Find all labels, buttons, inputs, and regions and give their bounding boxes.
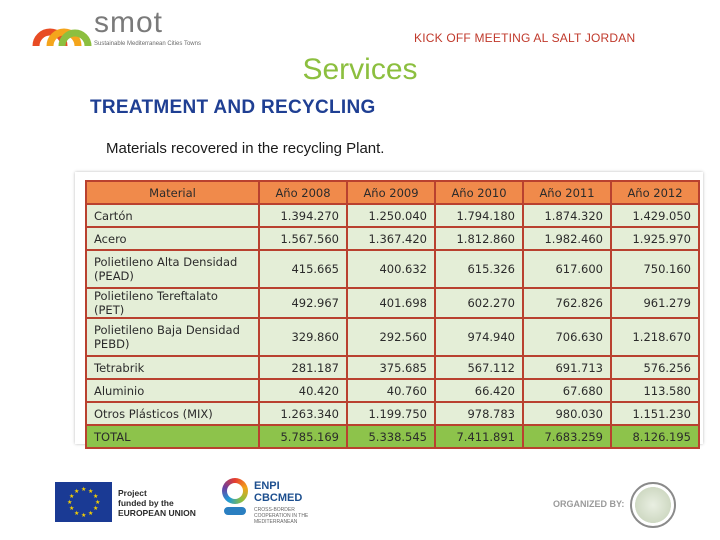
eu-flag-icon: ★ ★ ★ ★ ★ ★ ★ ★ ★ ★ ★ ★ <box>55 482 112 522</box>
table-row: Polietileno Tereftalato (PET) 492.967 40… <box>85 287 700 319</box>
row-value: 1.874.320 <box>522 203 612 228</box>
row-value: 1.429.050 <box>610 203 700 228</box>
row-value: 1.151.230 <box>610 401 700 426</box>
table-row: Polietileno Baja Densidad PEBD) 329.860 … <box>85 317 700 357</box>
enpi-line-1: ENPI <box>254 480 280 492</box>
row-material: Aluminio <box>85 378 260 403</box>
header-2011: Año 2011 <box>522 180 612 205</box>
row-value: 1.394.270 <box>258 203 348 228</box>
row-value: 691.713 <box>522 355 612 380</box>
row-value: 281.187 <box>258 355 348 380</box>
row-value: 1.925.970 <box>610 226 700 251</box>
row-value: 1.263.340 <box>258 401 348 426</box>
row-value: 40.760 <box>346 378 436 403</box>
row-value: 961.279 <box>610 287 700 319</box>
row-value: 1.367.420 <box>346 226 436 251</box>
table-header-row: Material Año 2008 Año 2009 Año 2010 Año … <box>85 180 700 205</box>
row-material: Polietileno Tereftalato (PET) <box>85 287 260 319</box>
row-value: 1.199.750 <box>346 401 436 426</box>
header-2012: Año 2012 <box>610 180 700 205</box>
table-row: Aluminio 40.420 40.760 66.420 67.680 113… <box>85 378 700 403</box>
eu-line-2: funded by the <box>118 498 174 508</box>
page-title: Services <box>302 53 418 86</box>
table-row: Cartón 1.394.270 1.250.040 1.794.180 1.8… <box>85 203 700 228</box>
total-label: TOTAL <box>85 424 260 449</box>
eu-line-3: EUROPEAN UNION <box>118 508 196 518</box>
row-value: 66.420 <box>434 378 524 403</box>
logo-tagline: Sustainable Mediterranean Cities Towns <box>94 41 201 47</box>
row-value: 706.630 <box>522 317 612 357</box>
row-value: 40.420 <box>258 378 348 403</box>
row-value: 375.685 <box>346 355 436 380</box>
row-value: 576.256 <box>610 355 700 380</box>
total-value: 7.411.891 <box>434 424 524 449</box>
row-value: 67.680 <box>522 378 612 403</box>
smot-logo-icon <box>32 28 92 47</box>
table-total-row: TOTAL 5.785.169 5.338.545 7.411.891 7.68… <box>85 424 700 449</box>
footer-logos: ★ ★ ★ ★ ★ ★ ★ ★ ★ ★ ★ ★ Project funded b… <box>0 470 720 540</box>
row-value: 292.560 <box>346 317 436 357</box>
row-value: 974.940 <box>434 317 524 357</box>
table-row: Polietileno Alta Densidad (PEAD) 415.665… <box>85 249 700 289</box>
row-value: 750.160 <box>610 249 700 289</box>
total-value: 7.683.259 <box>522 424 612 449</box>
header-2008: Año 2008 <box>258 180 348 205</box>
row-material: Acero <box>85 226 260 251</box>
row-value: 1.218.670 <box>610 317 700 357</box>
row-value: 980.030 <box>522 401 612 426</box>
materials-table-panel: Material Año 2008 Año 2009 Año 2010 Año … <box>75 172 703 449</box>
row-value: 1.794.180 <box>434 203 524 228</box>
smot-logo: smot Sustainable Mediterranean Cities To… <box>32 6 201 50</box>
header-material: Material <box>85 180 260 205</box>
header-2009: Año 2009 <box>346 180 436 205</box>
table-row: Tetrabrik 281.187 375.685 567.112 691.71… <box>85 355 700 380</box>
meeting-title: KICK OFF MEETING AL SALT JORDAN <box>414 31 636 45</box>
row-value: 400.632 <box>346 249 436 289</box>
table-row: Acero 1.567.560 1.367.420 1.812.860 1.98… <box>85 226 700 251</box>
enpi-subtitle: CROSS-BORDER COOPERATION IN THE MEDITERR… <box>254 507 309 525</box>
row-value: 1.567.560 <box>258 226 348 251</box>
organizer-seal-icon <box>630 482 676 528</box>
row-material: Polietileno Alta Densidad (PEAD) <box>85 249 260 289</box>
row-material: Otros Plásticos (MIX) <box>85 401 260 426</box>
enpi-text: ENPI CBCMED <box>254 480 302 504</box>
total-value: 8.126.195 <box>610 424 700 449</box>
row-value: 617.600 <box>522 249 612 289</box>
eu-line-1: Project <box>118 488 147 498</box>
row-value: 1.982.460 <box>522 226 612 251</box>
row-value: 113.580 <box>610 378 700 403</box>
row-value: 762.826 <box>522 287 612 319</box>
row-value: 615.326 <box>434 249 524 289</box>
section-subtitle: TREATMENT AND RECYCLING <box>90 97 376 118</box>
row-value: 329.860 <box>258 317 348 357</box>
organized-by-label: ORGANIZED BY: <box>553 499 625 509</box>
row-value: 1.250.040 <box>346 203 436 228</box>
enpi-line-2: CBCMED <box>254 492 303 504</box>
total-value: 5.785.169 <box>258 424 348 449</box>
row-material: Tetrabrik <box>85 355 260 380</box>
table-caption: Materials recovered in the recycling Pla… <box>106 140 385 157</box>
row-value: 401.698 <box>346 287 436 319</box>
total-value: 5.338.545 <box>346 424 436 449</box>
row-material: Polietileno Baja Densidad PEBD) <box>85 317 260 357</box>
eu-funding-text: Project funded by the EUROPEAN UNION <box>118 488 196 518</box>
row-material: Cartón <box>85 203 260 228</box>
row-value: 492.967 <box>258 287 348 319</box>
row-value: 602.270 <box>434 287 524 319</box>
materials-table: Material Año 2008 Año 2009 Año 2010 Año … <box>85 180 700 449</box>
table-row: Otros Plásticos (MIX) 1.263.340 1.199.75… <box>85 401 700 426</box>
row-value: 1.812.860 <box>434 226 524 251</box>
row-value: 415.665 <box>258 249 348 289</box>
header-2010: Año 2010 <box>434 180 524 205</box>
enpi-logo-icon <box>222 478 248 504</box>
row-value: 567.112 <box>434 355 524 380</box>
logo-wordmark: smot <box>94 6 164 39</box>
enpi-wave-icon <box>224 507 246 515</box>
row-value: 978.783 <box>434 401 524 426</box>
